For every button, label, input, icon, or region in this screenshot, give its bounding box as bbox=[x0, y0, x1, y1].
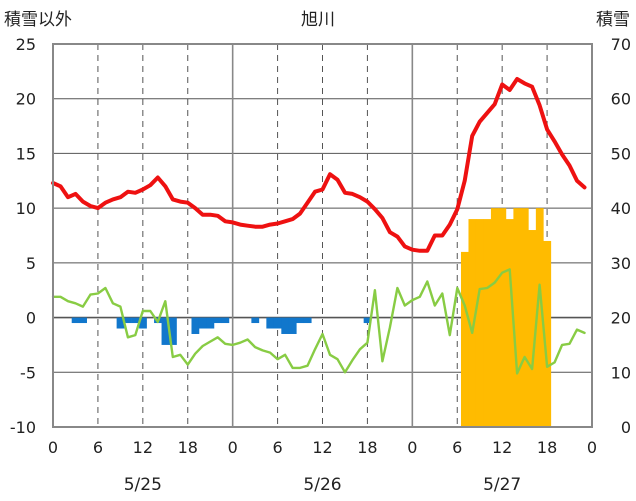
x-tick-label: 12 bbox=[133, 438, 153, 457]
snow-depth-bar bbox=[535, 208, 544, 427]
precipitation-bar bbox=[266, 317, 275, 329]
precipitation-bar bbox=[169, 317, 177, 345]
snow-depth-bar bbox=[475, 219, 484, 427]
snow-depth-bar bbox=[498, 208, 507, 427]
precipitation-bar bbox=[116, 317, 125, 329]
green-series-line bbox=[51, 268, 586, 375]
left-tick-label: 25 bbox=[16, 35, 36, 54]
x-tick-label: 6 bbox=[272, 438, 282, 457]
right-tick-label: 20 bbox=[611, 309, 631, 328]
snow-depth-bar bbox=[505, 219, 514, 427]
precipitation-bar bbox=[273, 317, 282, 329]
plot-frame bbox=[52, 43, 593, 428]
left-tick-label: 20 bbox=[16, 90, 36, 109]
precipitation-bars bbox=[71, 317, 372, 345]
chart-title: 旭川 bbox=[301, 10, 335, 30]
right-tick-label: 40 bbox=[611, 199, 631, 218]
snow-depth-bar bbox=[483, 219, 492, 427]
snow-depth-bar bbox=[460, 251, 469, 427]
x-tick-label: 18 bbox=[357, 438, 377, 457]
snow-depth-bars bbox=[460, 208, 552, 427]
right-tick-label: 70 bbox=[611, 35, 631, 54]
x-tick-label: 6 bbox=[452, 438, 462, 457]
right-tick-label: 30 bbox=[611, 254, 631, 273]
snow-depth-bar bbox=[490, 208, 499, 427]
precipitation-bar bbox=[71, 317, 80, 324]
left-tick-label: 15 bbox=[16, 144, 36, 163]
right-tick-label: 60 bbox=[611, 90, 631, 109]
precipitation-bar bbox=[198, 317, 207, 329]
axis-labels: 積雪以外 旭川 積雪 bbox=[4, 10, 630, 30]
data-lines bbox=[51, 77, 587, 375]
precipitation-bar bbox=[303, 317, 312, 324]
precipitation-bar bbox=[288, 317, 297, 334]
x-tick-label: 18 bbox=[178, 438, 198, 457]
x-tick-label: 6 bbox=[93, 438, 103, 457]
left-tick-label: -10 bbox=[10, 418, 36, 437]
precipitation-bar bbox=[281, 317, 290, 334]
precipitation-bar bbox=[213, 317, 222, 324]
right-tick-label: 10 bbox=[611, 363, 631, 382]
precipitation-bar bbox=[139, 317, 147, 329]
precipitation-bar bbox=[124, 317, 132, 324]
x-tick-label: 0 bbox=[407, 438, 417, 457]
precipitation-bar bbox=[191, 317, 200, 334]
plot-border bbox=[52, 43, 593, 428]
left-tick-label: -5 bbox=[20, 363, 36, 382]
precipitation-bar bbox=[251, 317, 260, 324]
precipitation-bar bbox=[161, 317, 170, 345]
right-tick-label: 50 bbox=[611, 144, 631, 163]
snow-depth-bar bbox=[513, 208, 522, 427]
date-label: 5/26 bbox=[303, 475, 341, 495]
precipitation-bar bbox=[221, 317, 230, 324]
x-tick-label: 18 bbox=[537, 438, 557, 457]
right-tick-label: 0 bbox=[621, 418, 631, 437]
temperature-line bbox=[51, 77, 587, 253]
date-label: 5/25 bbox=[124, 475, 162, 495]
precipitation-bar bbox=[296, 317, 305, 324]
snow-depth-bar bbox=[520, 208, 529, 427]
precipitation-bar bbox=[79, 317, 87, 324]
snow-depth-bar bbox=[543, 240, 552, 427]
precipitation-bar bbox=[206, 317, 215, 329]
right-axis-label: 積雪 bbox=[596, 10, 630, 30]
left-tick-label: 10 bbox=[16, 199, 36, 218]
x-tick-label: 12 bbox=[312, 438, 332, 457]
left-tick-label: 0 bbox=[26, 309, 36, 328]
x-tick-label: 0 bbox=[587, 438, 597, 457]
snow-depth-bar bbox=[468, 219, 477, 427]
precipitation-bar bbox=[131, 317, 140, 324]
x-tick-label: 0 bbox=[228, 438, 238, 457]
x-tick-label: 0 bbox=[48, 438, 58, 457]
x-tick-label: 12 bbox=[492, 438, 512, 457]
date-label: 5/27 bbox=[483, 475, 521, 495]
precipitation-bar bbox=[363, 317, 372, 324]
left-tick-label: 5 bbox=[26, 254, 36, 273]
snow-depth-bar bbox=[528, 230, 537, 427]
left-axis-label: 積雪以外 bbox=[4, 10, 72, 30]
